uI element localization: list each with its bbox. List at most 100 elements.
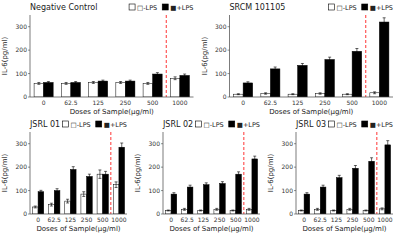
error-line xyxy=(238,172,239,177)
bar xyxy=(214,209,220,214)
bar xyxy=(347,209,353,214)
error-bar xyxy=(119,82,122,84)
bar xyxy=(270,69,280,97)
error-line xyxy=(93,82,94,84)
error-cap xyxy=(174,79,177,80)
x-tick-label: 125 xyxy=(292,99,304,106)
x-axis-line xyxy=(30,97,194,98)
error-line xyxy=(75,82,76,84)
bar xyxy=(97,174,103,214)
error-bar xyxy=(115,182,118,188)
bar xyxy=(246,209,252,214)
error-line xyxy=(51,203,52,206)
error-cap xyxy=(119,81,122,82)
error-line xyxy=(387,141,388,149)
plot-area xyxy=(34,15,189,97)
y-tick-label: 300 xyxy=(282,140,294,147)
legend-swatch xyxy=(229,121,235,127)
x-axis-label: Doses of Sample(μg/ml) xyxy=(302,225,386,233)
error-cap xyxy=(56,192,59,193)
error-cap xyxy=(338,180,341,181)
error-bar xyxy=(264,93,267,94)
error-bar xyxy=(37,82,40,84)
error-bar xyxy=(156,73,159,76)
figure: Negative Control□-LPS■+LPS0100200300062.… xyxy=(0,0,399,234)
error-cap xyxy=(183,74,186,75)
error-line xyxy=(247,82,248,84)
y-tick xyxy=(28,167,30,168)
error-cap xyxy=(231,210,234,211)
error-cap xyxy=(322,188,325,189)
y-tick xyxy=(28,26,30,27)
bar xyxy=(298,210,304,214)
x-tick-label: 1000 xyxy=(172,99,187,106)
error-line xyxy=(40,190,41,193)
x-tick-label: 250 xyxy=(120,99,132,106)
y-tick-label: 100 xyxy=(282,187,294,194)
error-bar xyxy=(248,208,251,210)
error-cap xyxy=(373,91,376,92)
legend-label: □-LPS xyxy=(337,4,357,12)
error-line xyxy=(254,156,255,162)
error-cap xyxy=(386,149,389,150)
error-cap xyxy=(316,208,319,209)
error-line xyxy=(157,73,158,76)
error-cap xyxy=(50,203,53,204)
y-tick xyxy=(28,97,30,98)
y-tick-label: 100 xyxy=(16,70,28,77)
bar xyxy=(103,174,109,214)
error-line xyxy=(184,74,185,77)
y-axis-line xyxy=(296,132,297,214)
error-bar xyxy=(319,93,322,94)
y-tick-label: 200 xyxy=(16,163,28,170)
error-line xyxy=(67,199,68,203)
error-line xyxy=(105,171,106,177)
bar xyxy=(385,145,391,214)
error-line xyxy=(89,174,90,179)
error-bar xyxy=(92,82,95,84)
error-cap xyxy=(319,92,322,93)
title: JSRL 02 xyxy=(162,120,193,129)
error-bar xyxy=(172,193,175,196)
plot-area xyxy=(298,132,390,214)
error-line xyxy=(38,82,39,84)
error-cap xyxy=(82,196,85,197)
y-axis-line xyxy=(229,15,230,97)
x-tick-label: 0 xyxy=(42,99,46,106)
error-cap xyxy=(120,151,123,152)
error-cap xyxy=(98,178,101,179)
error-cap xyxy=(129,82,132,83)
error-line xyxy=(347,93,348,95)
y-tick-label: 300 xyxy=(215,23,227,30)
error-cap xyxy=(189,188,192,189)
error-cap xyxy=(346,93,349,94)
error-cap xyxy=(189,185,192,186)
x-axis-label: Doses of Sample(μg/ml) xyxy=(269,108,353,116)
error-cap xyxy=(370,164,373,165)
error-bar xyxy=(274,67,277,71)
bar xyxy=(49,205,55,214)
error-bar xyxy=(39,190,42,193)
error-cap xyxy=(92,81,95,82)
x-tick-label: 62.5 xyxy=(314,216,328,223)
error-cap xyxy=(167,210,170,211)
error-cap xyxy=(47,83,50,84)
error-bar xyxy=(346,93,349,95)
error-bar xyxy=(332,210,335,212)
x-tick-label: 0 xyxy=(169,216,173,223)
x-tick-label: 125 xyxy=(198,216,210,223)
x-axis-line xyxy=(230,97,394,98)
legend-label: □-LPS xyxy=(204,121,224,129)
y-tick xyxy=(28,73,30,74)
y-tick xyxy=(161,143,163,144)
error-cap xyxy=(237,94,240,95)
y-tick xyxy=(28,190,30,191)
plot-area xyxy=(234,15,389,97)
error-cap xyxy=(174,76,177,77)
error-bar xyxy=(322,185,325,189)
y-tick xyxy=(161,190,163,191)
error-bar xyxy=(383,18,386,26)
y-tick xyxy=(161,214,163,215)
error-cap xyxy=(231,210,234,211)
error-bar xyxy=(354,166,357,172)
